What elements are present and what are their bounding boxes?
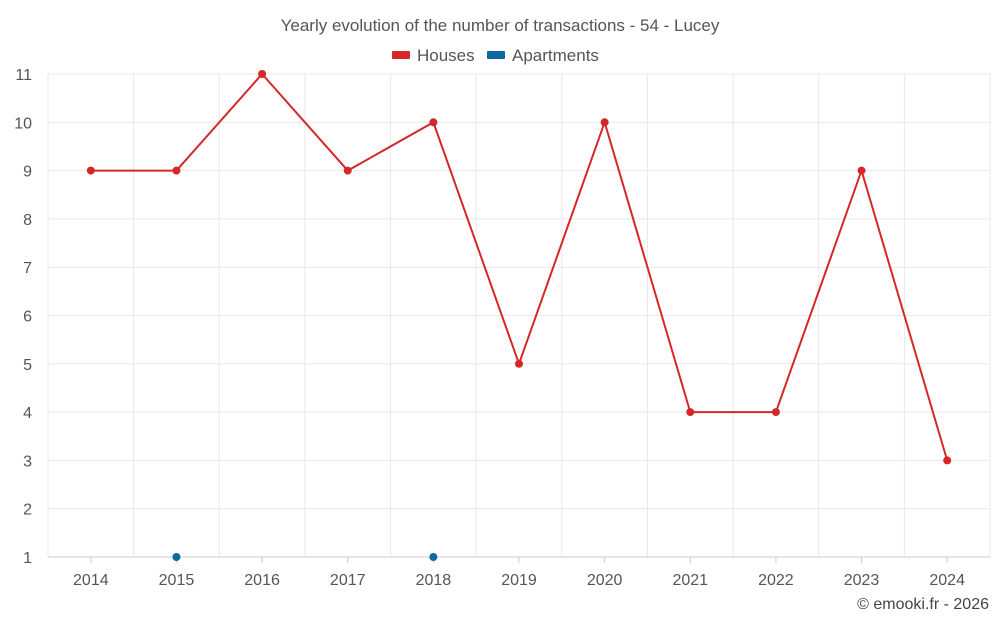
x-tick-label: 2014 [73,572,109,589]
chart-grid [47,73,991,558]
x-tick-label: 2017 [330,572,366,589]
x-tick-label: 2018 [416,572,452,589]
data-point-houses[interactable] [343,166,352,175]
chart-legend: Houses Apartments [392,46,599,65]
y-tick-label: 6 [23,309,32,326]
y-tick-label: 2 [23,502,32,519]
chart-series [86,70,952,561]
y-tick-label: 7 [23,260,32,277]
legend-swatch-houses [392,51,410,59]
data-point-houses[interactable] [857,166,866,175]
data-point-houses[interactable] [429,118,438,127]
data-point-houses[interactable] [943,456,952,465]
data-point-houses[interactable] [771,408,780,417]
data-point-houses[interactable] [172,166,181,175]
data-point-apartments[interactable] [172,553,181,561]
data-point-houses[interactable] [86,166,95,175]
y-tick-label: 11 [15,67,32,84]
chart-credit: © emooki.fr - 2026 [857,596,989,613]
chart-title: Yearly evolution of the number of transa… [281,16,720,35]
data-point-apartments[interactable] [429,553,438,561]
data-point-houses[interactable] [258,70,267,78]
y-tick-label: 1 [23,550,32,567]
x-tick-label: 2019 [501,572,537,589]
x-tick-label: 2022 [758,572,794,589]
legend-label-apartments[interactable]: Apartments [512,46,599,65]
x-tick-label: 2020 [587,572,623,589]
y-tick-label: 4 [23,405,32,422]
x-tick-label: 2023 [844,572,880,589]
data-point-houses[interactable] [686,408,695,417]
x-tick-label: 2015 [159,572,195,589]
y-tick-label: 9 [23,164,32,181]
y-tick-label: 3 [23,453,32,470]
data-point-houses[interactable] [515,359,523,368]
y-tick-label: 10 [14,115,32,132]
y-tick-label: 8 [23,212,32,229]
x-tick-label: 2016 [244,572,280,589]
chart-axes: 1 2 3 4 5 6 7 8 9 10 11 2014 2015 2016 2017 2018 2019 202… [14,67,990,589]
x-tick-label: 2021 [672,572,708,589]
x-tick-label: 2024 [929,572,965,589]
data-point-houses[interactable] [600,118,609,127]
legend-swatch-apartments [487,51,505,59]
legend-label-houses[interactable]: Houses [417,46,475,65]
y-tick-label: 5 [23,357,32,374]
